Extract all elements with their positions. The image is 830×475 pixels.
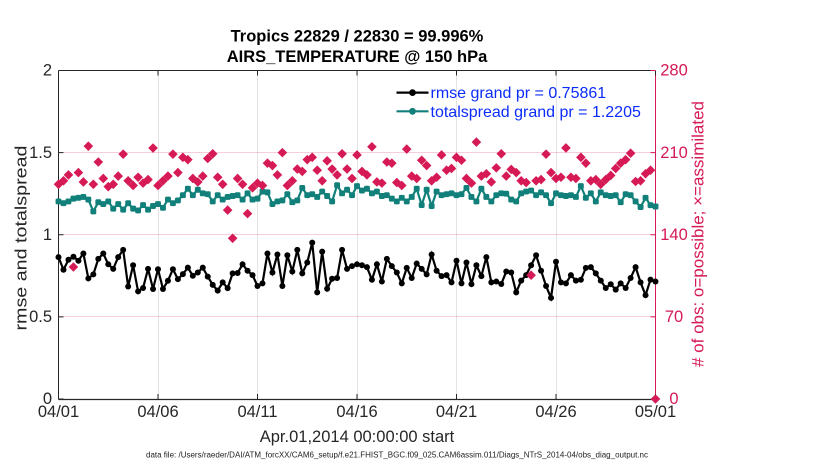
svg-text:Apr.01,2014 00:00:00 start: Apr.01,2014 00:00:00 start [260, 428, 455, 446]
svg-text:# of obs: o=possible; ×=assimi: # of obs: o=possible; ×=assimilated [690, 101, 708, 367]
svg-text:04/16: 04/16 [336, 403, 377, 421]
svg-text:data file: /Users/raeder/DAI/A: data file: /Users/raeder/DAI/ATM_forcXX/… [146, 451, 648, 460]
svg-text:140: 140 [660, 226, 688, 244]
svg-text:04/11: 04/11 [237, 403, 277, 421]
svg-text:rmse grand pr = 0.75861: rmse grand pr = 0.75861 [431, 85, 607, 102]
svg-text:280: 280 [660, 62, 688, 80]
svg-text:1: 1 [43, 226, 52, 244]
svg-text:rmse and totalspread: rmse and totalspread [13, 146, 31, 331]
svg-text:AIRS_TEMPERATURE @ 150 hPa: AIRS_TEMPERATURE @ 150 hPa [227, 48, 488, 66]
svg-text:0: 0 [43, 390, 52, 408]
svg-text:totalspread grand pr = 1.2205: totalspread grand pr = 1.2205 [431, 104, 641, 121]
svg-text:04/06: 04/06 [137, 403, 178, 421]
svg-text:210: 210 [660, 144, 688, 162]
svg-text:0: 0 [669, 390, 678, 408]
svg-text:04/26: 04/26 [535, 403, 576, 421]
svg-text:1.5: 1.5 [29, 144, 52, 162]
svg-text:70: 70 [665, 308, 683, 326]
svg-text:05/01: 05/01 [635, 403, 676, 421]
svg-text:2: 2 [43, 62, 52, 80]
svg-text:0.5: 0.5 [29, 308, 52, 326]
svg-text:04/01: 04/01 [38, 403, 79, 421]
svg-text:Tropics 22829 / 22830 = 99.996: Tropics 22829 / 22830 = 99.996% [231, 28, 484, 46]
svg-text:04/21: 04/21 [436, 403, 477, 421]
